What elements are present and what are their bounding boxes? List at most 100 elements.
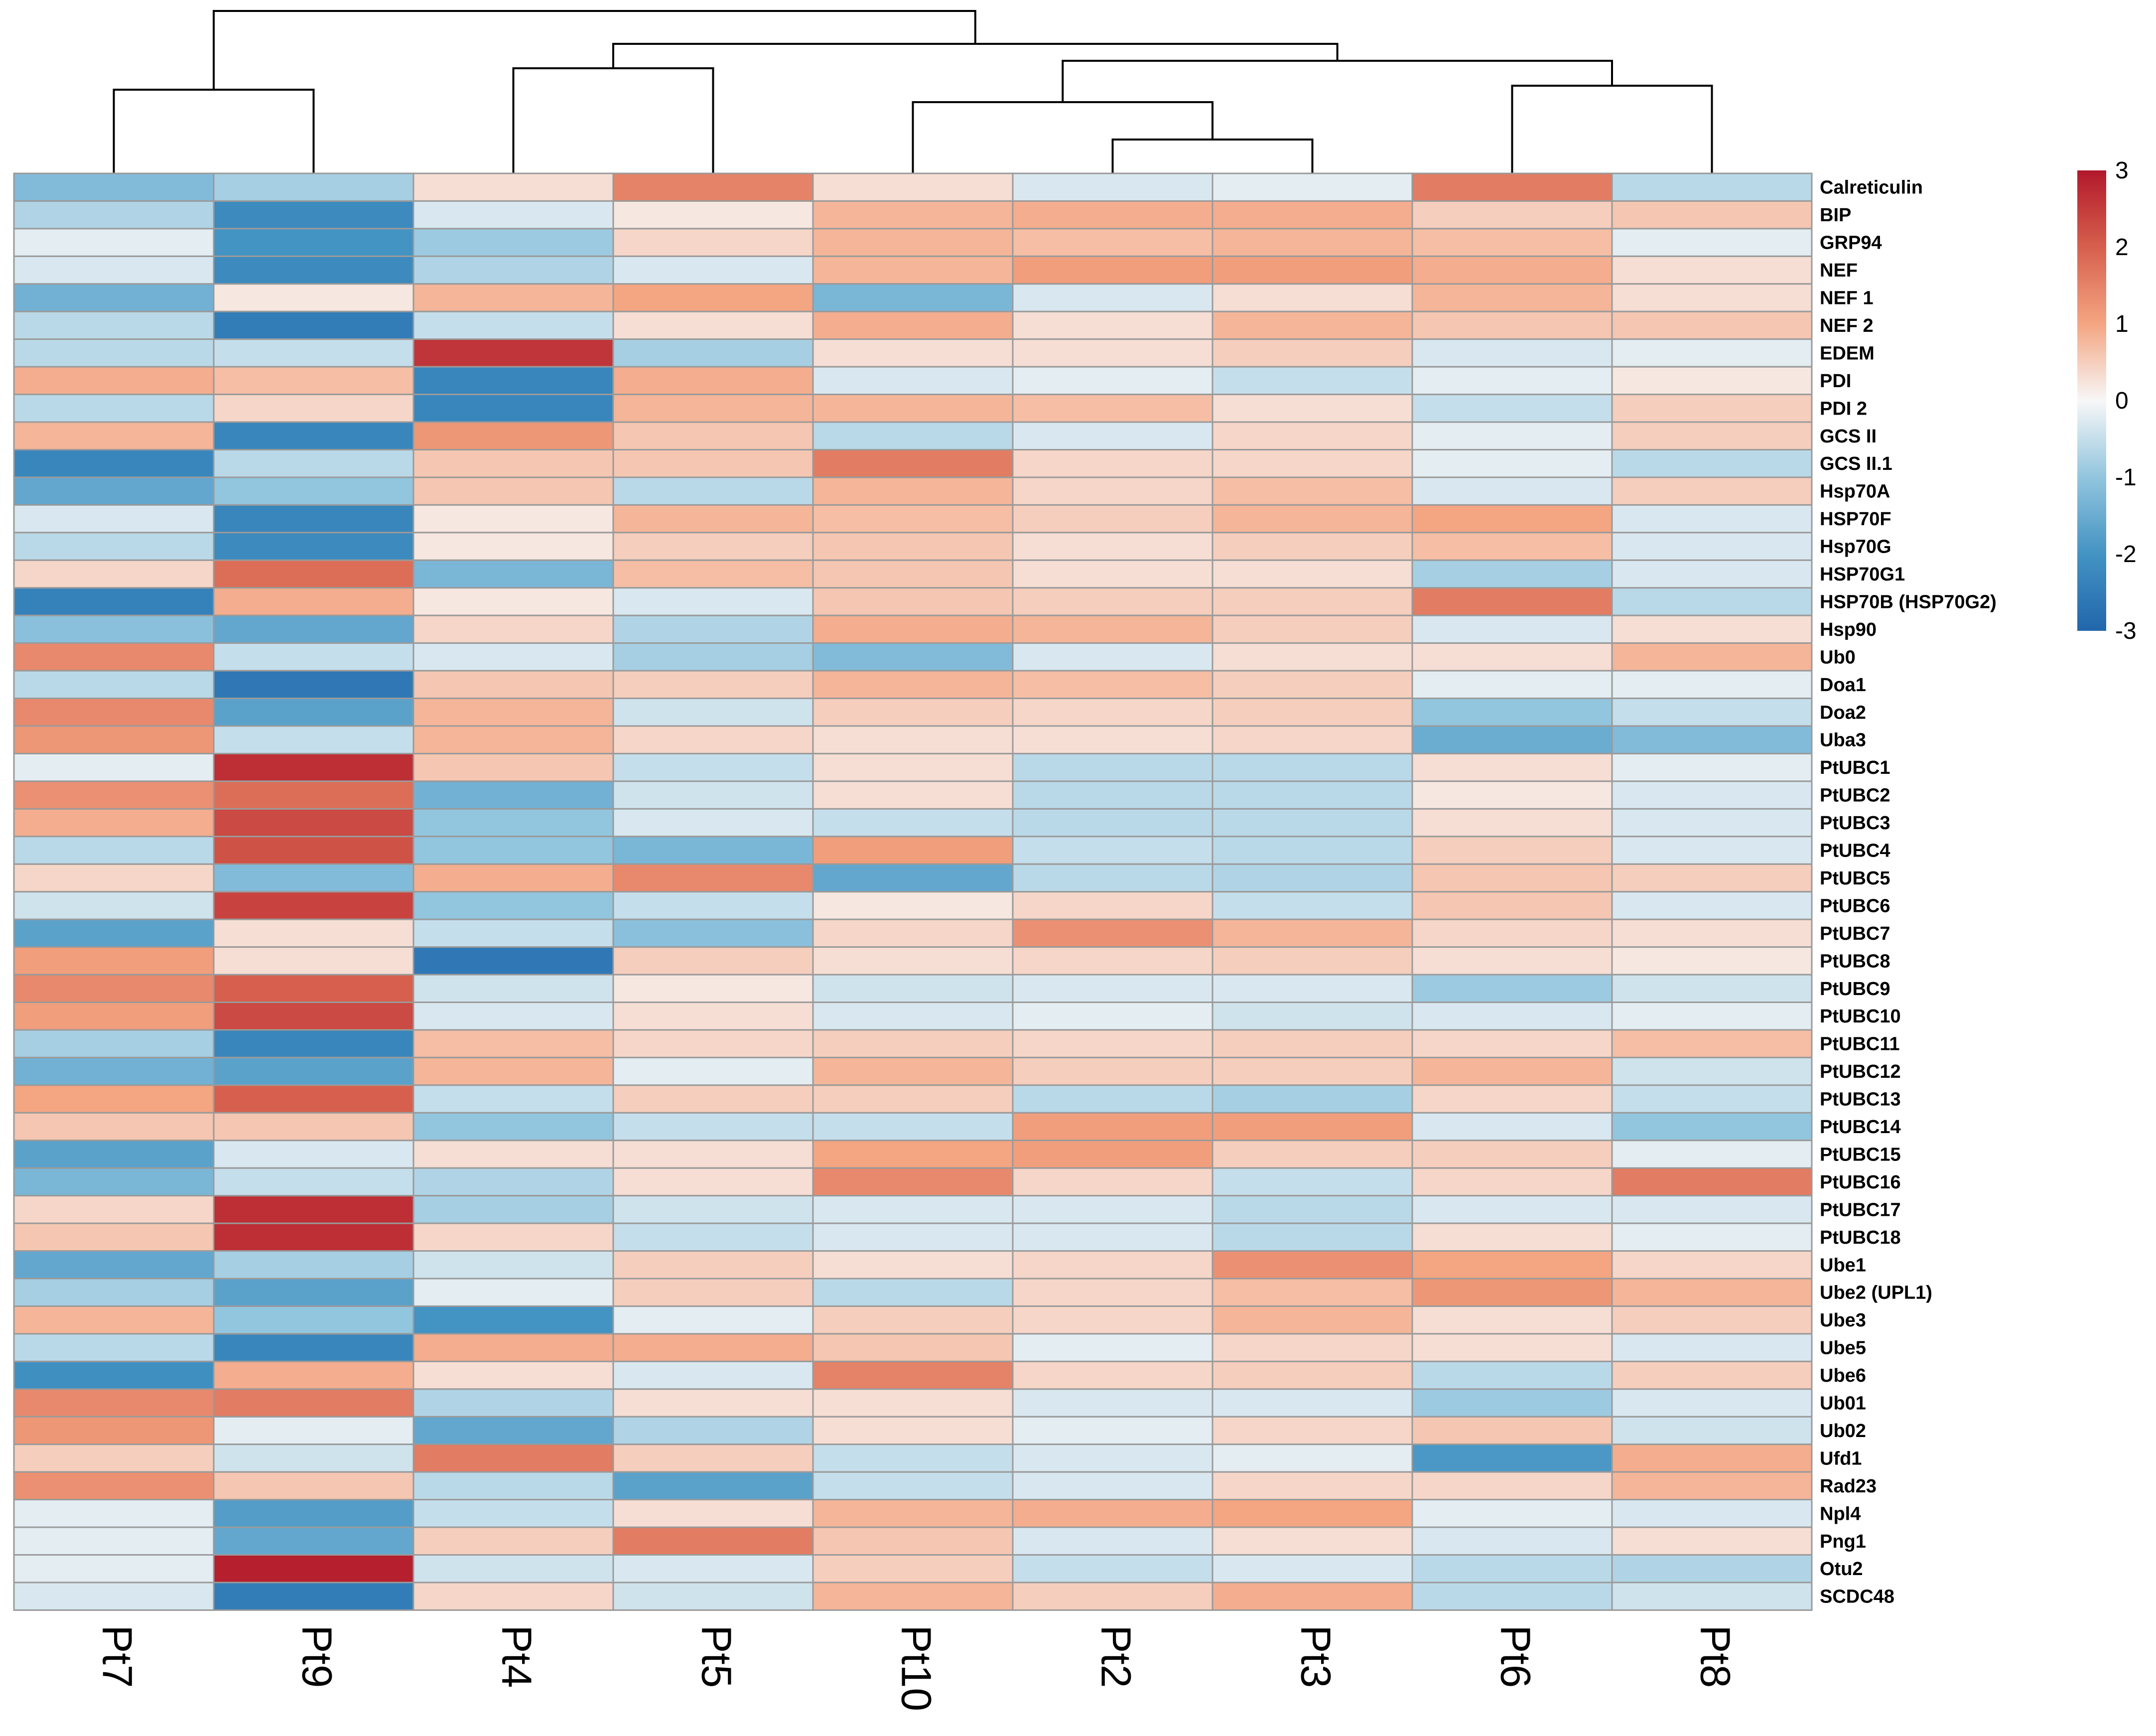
- heatmap-cell: [213, 394, 414, 423]
- heatmap-cell: [1411, 1250, 1613, 1280]
- heatmap-cell: [1212, 172, 1413, 202]
- heatmap-cell: [812, 808, 1014, 838]
- heatmap-cell: [1611, 338, 1813, 368]
- heatmap-cell: [1611, 1554, 1813, 1584]
- heatmap-cell: [213, 1250, 414, 1280]
- heatmap-cell: [1012, 366, 1213, 396]
- heatmap-cell: [13, 310, 215, 340]
- heatmap-cell: [1212, 559, 1413, 589]
- heatmap-cell: [213, 421, 414, 450]
- heatmap-cell: [412, 1056, 614, 1086]
- row-label: Ub0: [1820, 647, 1856, 668]
- heatmap-cell: [1611, 587, 1813, 616]
- heatmap-cell: [1611, 1388, 1813, 1418]
- heatmap-cell: [612, 725, 814, 754]
- heatmap-cell: [1012, 587, 1213, 616]
- heatmap-cell: [612, 1250, 814, 1280]
- heatmap-cell: [13, 1305, 215, 1335]
- heatmap-cell: [13, 1416, 215, 1446]
- heatmap-cell: [13, 200, 215, 230]
- heatmap-cell: [1012, 532, 1213, 561]
- heatmap-cell: [213, 642, 414, 672]
- heatmap-cell: [1611, 1582, 1813, 1611]
- heatmap-cell: [412, 1112, 614, 1142]
- heatmap-cell: [13, 1140, 215, 1169]
- heatmap-cell: [13, 808, 215, 838]
- row-label: PtUBC5: [1820, 868, 1890, 889]
- heatmap-cell: [213, 1112, 414, 1142]
- heatmap-cell: [812, 421, 1014, 450]
- heatmap-cell: [1411, 1112, 1613, 1142]
- row-label: PtUBC17: [1820, 1199, 1901, 1220]
- heatmap-cell: [812, 1056, 1014, 1086]
- heatmap-cell: [1611, 780, 1813, 810]
- heatmap-cell: [213, 1444, 414, 1473]
- row-label: PtUBC9: [1820, 979, 1890, 1000]
- heatmap-cell: [412, 1029, 614, 1058]
- heatmap-cell: [1212, 614, 1413, 644]
- heatmap-cell: [1012, 1112, 1213, 1142]
- heatmap-cell: [1012, 283, 1213, 312]
- heatmap-cell: [1012, 1582, 1213, 1611]
- heatmap-cell: [612, 1002, 814, 1031]
- heatmap-cell: [213, 1278, 414, 1307]
- heatmap-cell: [213, 946, 414, 976]
- heatmap-cell: [213, 808, 414, 838]
- heatmap-cell: [1411, 394, 1613, 423]
- heatmap-cell: [812, 310, 1014, 340]
- colorbar-tick-label: -3: [2115, 618, 2137, 644]
- heatmap-cell: [612, 752, 814, 782]
- heatmap-cell: [412, 532, 614, 561]
- heatmap-cell: [412, 283, 614, 312]
- heatmap-cell: [13, 1499, 215, 1528]
- heatmap-cell: [1611, 172, 1813, 202]
- heatmap-cell: [1611, 504, 1813, 534]
- row-label: GCS II: [1820, 426, 1877, 447]
- heatmap-cell: [13, 1554, 215, 1584]
- colorbar-gradient: [2077, 170, 2106, 631]
- heatmap-cell: [612, 1084, 814, 1114]
- heatmap-cell: [213, 1388, 414, 1418]
- heatmap-cell: [1411, 1526, 1613, 1556]
- heatmap-cell: [612, 1416, 814, 1446]
- row-label: PtUBC3: [1820, 813, 1890, 834]
- heatmap-cell: [1611, 1250, 1813, 1280]
- heatmap-cell: [1012, 1002, 1213, 1031]
- heatmap-cell: [612, 1222, 814, 1252]
- row-label: Ufd1: [1820, 1448, 1862, 1469]
- column-label: Pt7: [94, 1625, 140, 1688]
- heatmap-cell: [612, 1388, 814, 1418]
- heatmap-cell: [1012, 752, 1213, 782]
- heatmap-cell: [1212, 255, 1413, 285]
- heatmap-cell: [1611, 1140, 1813, 1169]
- row-label: Ube1: [1820, 1255, 1866, 1276]
- heatmap-cell: [213, 863, 414, 893]
- heatmap-cell: [13, 1195, 215, 1224]
- row-label: PtUBC11: [1820, 1034, 1900, 1055]
- heatmap-cell: [812, 1029, 1014, 1058]
- heatmap-cell: [213, 752, 414, 782]
- heatmap-cell: [612, 255, 814, 285]
- heatmap-cell: [1411, 338, 1613, 368]
- heatmap-cell: [812, 1305, 1014, 1335]
- heatmap-cell: [412, 394, 614, 423]
- heatmap-cell: [812, 1360, 1014, 1390]
- heatmap-cell: [1012, 421, 1213, 450]
- heatmap-cell: [612, 808, 814, 838]
- heatmap-cell: [1611, 449, 1813, 478]
- heatmap-cell: [1411, 1222, 1613, 1252]
- heatmap-cell: [412, 421, 614, 450]
- colorbar-tick-label: 1: [2115, 311, 2129, 337]
- heatmap-cell: [13, 476, 215, 506]
- heatmap-cell: [412, 200, 614, 230]
- heatmap-cell: [412, 863, 614, 893]
- heatmap-cell: [1411, 946, 1613, 976]
- heatmap-cell: [13, 1388, 215, 1418]
- heatmap-cell: [1611, 255, 1813, 285]
- heatmap-cell: [1611, 1029, 1813, 1058]
- heatmap-cell: [213, 1167, 414, 1197]
- heatmap-cell: [1611, 1471, 1813, 1501]
- color-legend: 3 2 1 0 -1 -2 -3: [2077, 157, 2137, 644]
- heatmap-cell: [13, 1250, 215, 1280]
